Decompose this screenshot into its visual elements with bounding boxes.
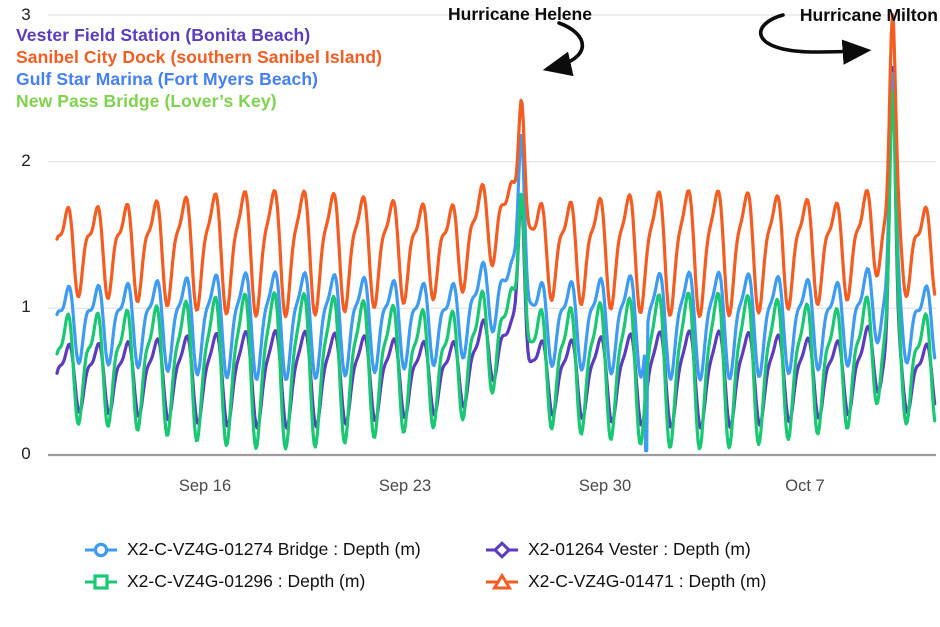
milton-arrow [758,13,872,65]
x-tick-sep30: Sep 30 [578,477,632,495]
station-label-newpass: New Pass Bridge (Lover’s Key) [16,91,277,111]
legend-label: X2-C-VZ4G-01296 : Depth (m) [127,571,366,591]
y-tick-3: 3 [21,5,31,24]
hurricane-helene-label: Hurricane Helene [448,4,592,24]
depth-time-series-chart [48,13,937,457]
y-tick-1: 1 [21,297,31,316]
station-color-key: Vester Field Station (Bonita Beach) Sani… [16,24,382,112]
series-lines [55,13,937,453]
y-tick-2: 2 [21,151,31,170]
series-line-3 [55,13,937,319]
x-tick-sep23: Sep 23 [378,477,432,495]
y-tick-0: 0 [21,444,31,463]
hurricane-milton-label: Hurricane Milton [799,5,938,25]
legend-item-01274-bridge[interactable]: X2-C-VZ4G-01274 Bridge : Depth (m) [84,539,485,560]
legend-item-01264-vester[interactable]: X2-01264 Vester : Depth (m) [485,539,766,560]
legend-label: X2-01264 Vester : Depth (m) [528,539,751,559]
square-marker-icon [85,573,117,590]
legend-item-01471[interactable]: X2-C-VZ4G-01471 : Depth (m) [485,571,766,592]
circle-marker-icon [85,542,117,557]
x-tick-oct7: Oct 7 [785,477,825,495]
series-line-0 [55,71,937,453]
legend-label: X2-C-VZ4G-01471 : Depth (m) [528,571,767,591]
station-label-vester: Vester Field Station (Bonita Beach) [16,25,311,45]
legend-item-01296[interactable]: X2-C-VZ4G-01296 : Depth (m) [84,571,485,592]
triangle-marker-icon [486,572,518,589]
series-line-1 [55,91,937,451]
x-tick-sep16: Sep 16 [178,477,232,495]
annotation-arrows [542,13,872,77]
helene-arrow [542,21,584,77]
station-label-sanibel: Sanibel City Dock (southern Sanibel Isla… [16,47,383,67]
diamond-marker-icon [486,540,518,559]
station-label-gulfstar: Gulf Star Marina (Fort Myers Beach) [16,69,319,89]
legend-label: X2-C-VZ4G-01274 Bridge : Depth (m) [127,539,421,559]
chart-legend: X2-C-VZ4G-01274 Bridge : Depth (m) X2-01… [84,539,766,592]
